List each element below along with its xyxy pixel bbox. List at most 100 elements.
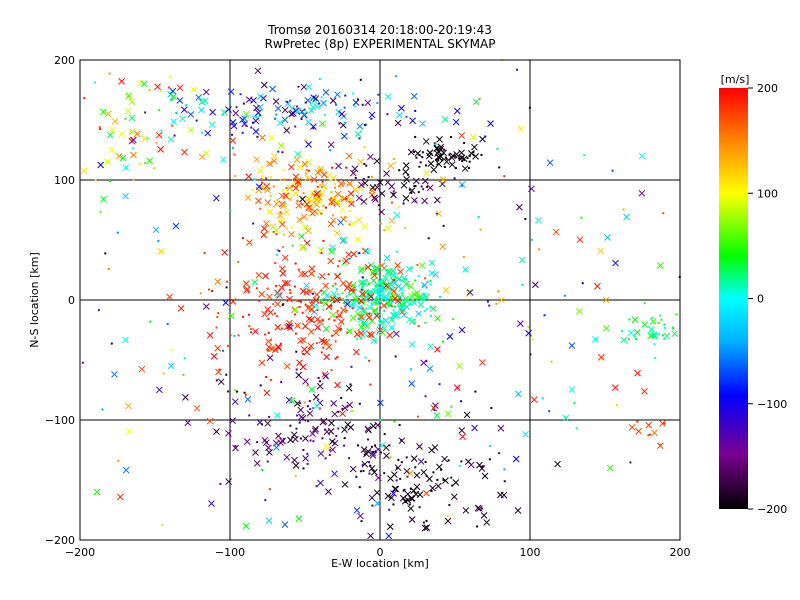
data-point-dot (477, 216, 480, 219)
x-tick-label: 200 (670, 546, 691, 559)
data-point-dot (283, 178, 286, 181)
data-point-x (252, 449, 259, 456)
data-point-dot (233, 153, 236, 156)
data-point-dot (658, 333, 661, 336)
data-point-dot (414, 200, 417, 203)
data-point-x (383, 170, 390, 177)
data-point-x (304, 227, 312, 235)
data-point-dot (289, 198, 292, 201)
data-point-dot (299, 402, 302, 405)
data-point-x (634, 369, 641, 377)
data-point-dot (161, 523, 164, 526)
data-point-dot (243, 391, 246, 394)
data-point-x (656, 262, 664, 269)
data-point-dot (229, 334, 232, 337)
data-point-x (380, 302, 388, 309)
data-point-x (305, 195, 313, 203)
data-point-x (305, 315, 313, 323)
data-point-dot (366, 438, 369, 441)
data-point-x (650, 331, 658, 339)
data-point-x (266, 208, 274, 216)
data-point-dot (272, 303, 275, 306)
data-point-dot (339, 297, 342, 300)
data-point-x (409, 117, 417, 125)
data-point-dot (294, 313, 297, 316)
data-point-dot (396, 467, 399, 470)
data-point-dot (309, 347, 312, 350)
data-point-dot (575, 427, 578, 430)
data-point-x (416, 294, 424, 301)
data-point-dot (317, 276, 320, 279)
data-point-x (390, 490, 397, 497)
data-point-x (355, 216, 363, 224)
data-point-x (295, 371, 303, 379)
data-point-dot (400, 303, 403, 306)
data-point-x (109, 126, 116, 134)
data-point-x (321, 370, 329, 378)
data-point-x (317, 165, 324, 173)
data-point-dot (324, 206, 327, 209)
data-point-x (444, 410, 452, 418)
data-point-x (299, 336, 307, 344)
data-point-x (433, 412, 441, 419)
data-point-x (449, 152, 457, 160)
data-point-x (155, 131, 163, 139)
data-point-dot (261, 181, 264, 184)
data-point-dot (348, 210, 351, 213)
data-point-dot (374, 301, 377, 304)
data-point-x (394, 464, 402, 472)
data-point-x (448, 161, 456, 168)
data-point-dot (361, 321, 364, 324)
data-point-x (423, 524, 431, 531)
data-point-dot (274, 262, 277, 265)
data-point-dot (266, 202, 269, 205)
data-point-dot (171, 124, 174, 127)
data-point-x (390, 288, 398, 295)
data-point-dot (173, 134, 176, 137)
data-point-x (356, 304, 363, 312)
data-point-dot (418, 154, 421, 157)
data-point-x (227, 312, 235, 320)
data-point-dot (301, 311, 304, 314)
data-point-x (260, 94, 267, 102)
data-point-dot (370, 303, 373, 306)
data-point-dot (336, 310, 339, 313)
data-point-x (329, 446, 337, 454)
data-point-x (125, 92, 133, 100)
data-point-dot (195, 119, 198, 122)
data-point-x (434, 196, 441, 204)
data-point-x (367, 153, 374, 161)
data-point-x (357, 313, 364, 321)
data-point-x (329, 244, 336, 252)
data-point-dot (337, 427, 340, 430)
data-point-dot (330, 203, 333, 206)
data-point-dot (98, 126, 101, 129)
data-point-x (311, 427, 319, 435)
data-point-dot (171, 98, 174, 101)
data-point-dot (295, 299, 298, 302)
data-point-x (497, 424, 505, 432)
data-point-x (229, 137, 237, 144)
data-point-x (220, 109, 228, 116)
data-point-dot (267, 349, 270, 352)
data-point-x (259, 134, 266, 142)
data-point-dot (311, 292, 314, 295)
data-point-dot (237, 260, 240, 263)
data-point-dot (659, 314, 662, 317)
data-point-x (591, 336, 599, 343)
data-point-dot (343, 444, 346, 447)
data-point-dot (341, 292, 344, 295)
y-axis-ticks: −200 −100 0 100 200 (45, 54, 75, 547)
data-point-x (392, 330, 400, 338)
data-point-x (393, 311, 401, 319)
data-point-x (453, 151, 460, 158)
data-point-x (378, 190, 386, 197)
data-point-x (152, 226, 160, 234)
data-point-dot (302, 449, 305, 452)
data-point-x (118, 78, 126, 85)
data-point-x (264, 199, 272, 206)
data-point-dot (296, 414, 299, 417)
data-point-dot (219, 482, 222, 485)
data-point-dot (472, 151, 475, 154)
data-point-dot (308, 214, 311, 217)
